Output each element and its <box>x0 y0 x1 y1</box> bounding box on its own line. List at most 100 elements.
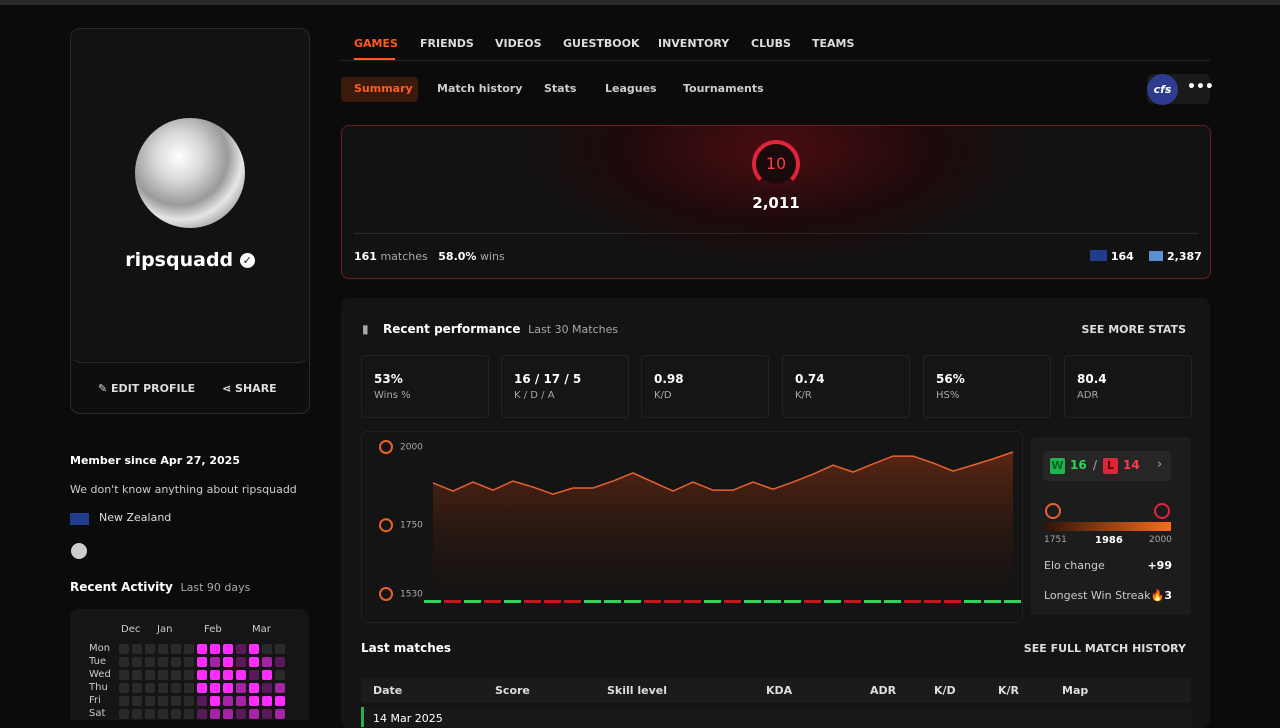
tab[interactable]: GAMES <box>354 37 398 50</box>
matches-label: matches <box>380 250 428 263</box>
activity-cell <box>275 670 285 680</box>
activity-cell <box>197 696 207 706</box>
activity-cell <box>262 683 272 693</box>
result-bar <box>664 600 681 603</box>
activity-cell <box>210 657 220 667</box>
activity-cell <box>171 657 181 667</box>
result-bar <box>884 600 901 603</box>
activity-cell <box>184 683 194 693</box>
month-label: Feb <box>204 624 222 635</box>
month-label: Mar <box>252 624 271 635</box>
range-min: 1751 <box>1044 535 1067 545</box>
share-label: SHARE <box>235 382 277 395</box>
tab[interactable]: GUESTBOOK <box>563 37 640 50</box>
activity-cell <box>236 709 246 719</box>
result-bar <box>964 600 981 603</box>
activity-cell <box>119 683 129 693</box>
avatar[interactable] <box>135 118 245 228</box>
result-stripe <box>361 707 364 727</box>
result-bar <box>764 600 781 603</box>
country: New Zealand <box>99 511 172 524</box>
full-history-link[interactable]: SEE FULL MATCH HISTORY <box>1023 642 1186 655</box>
tab[interactable]: TEAMS <box>812 37 855 50</box>
result-bar <box>684 600 701 603</box>
level-card: 10 2,011 161 matches 58.0% wins 164 2,38… <box>341 125 1211 279</box>
stat-value: 56% <box>936 372 965 386</box>
tab[interactable]: VIDEOS <box>495 37 542 50</box>
activity-cell <box>197 670 207 680</box>
column-header: K/D <box>934 684 956 697</box>
activity-title: Recent Activity <box>70 580 173 594</box>
ranks: 164 2,387 <box>1090 250 1202 263</box>
result-bar <box>944 600 961 603</box>
activity-cell <box>197 709 207 719</box>
result-bar <box>984 600 1001 603</box>
activity-cell <box>158 683 168 693</box>
win-rate: 58.0% <box>438 250 477 263</box>
steam-icon[interactable] <box>71 543 87 559</box>
activity-cell <box>223 670 233 680</box>
activity-cell <box>184 644 194 654</box>
match-date: 14 Mar 2025 <box>373 712 443 725</box>
activity-panel: Dec Jan Feb Mar Mon Tue Wed Thu Fri Sat <box>70 609 309 720</box>
activity-subtitle: Last 90 days <box>180 581 251 594</box>
activity-cell <box>171 696 181 706</box>
subtab[interactable]: Summary <box>354 82 413 95</box>
activity-cell <box>184 670 194 680</box>
column-header: K/R <box>998 684 1020 697</box>
share-button[interactable]: ⋖ SHARE <box>222 382 277 395</box>
stat-value: 53% <box>374 372 403 386</box>
activity-cell <box>249 696 259 706</box>
match-row[interactable]: 14 Mar 2025 <box>361 707 1191 727</box>
subtab[interactable]: Tournaments <box>683 82 764 95</box>
losses: 14 <box>1123 458 1140 472</box>
activity-cell <box>223 696 233 706</box>
activity-cell <box>223 657 233 667</box>
table-header <box>361 678 1191 703</box>
y-tick-label: 2000 <box>400 443 423 453</box>
username-row: ripsquadd ✓ <box>71 249 309 271</box>
range-bar <box>1044 522 1171 531</box>
subtab[interactable]: Leagues <box>605 82 657 95</box>
matches-title: Last matches <box>361 641 452 655</box>
month-label: Jan <box>157 624 173 635</box>
tab[interactable]: INVENTORY <box>658 37 730 50</box>
level-from-icon <box>1045 503 1061 519</box>
activity-cell <box>210 696 220 706</box>
activity-cell <box>223 644 233 654</box>
result-bar <box>644 600 661 603</box>
region-rank: 2,387 <box>1166 250 1202 263</box>
column-header: KDA <box>766 684 793 697</box>
stat-box: 56% HS% <box>923 355 1051 418</box>
result-bar <box>1004 600 1021 603</box>
tab[interactable]: CLUBS <box>751 37 791 50</box>
see-more-stats[interactable]: SEE MORE STATS <box>1081 323 1186 336</box>
activity-cell <box>171 644 181 654</box>
activity-cell <box>197 644 207 654</box>
activity-cell <box>145 644 155 654</box>
activity-cell <box>249 670 259 680</box>
loss-mark: L <box>1103 458 1118 474</box>
result-bar <box>904 600 921 603</box>
more-button[interactable]: ••• <box>1187 79 1214 95</box>
record-separator: / <box>1093 458 1098 472</box>
profile-card: ripsquadd ✓ ✎ EDIT PROFILE ⋖ SHARE <box>70 28 310 414</box>
activity-cell <box>275 683 285 693</box>
activity-cell <box>158 670 168 680</box>
activity-cell <box>132 670 142 680</box>
level-icon <box>379 587 393 601</box>
activity-cell <box>236 683 246 693</box>
country-flag <box>1090 250 1107 261</box>
result-bar <box>604 600 621 603</box>
performance-subtitle: Last 30 Matches <box>528 323 619 336</box>
tab[interactable]: FRIENDS <box>420 37 474 50</box>
stat-label: K/R <box>795 390 812 401</box>
win-label: wins <box>479 250 505 263</box>
subtab[interactable]: Stats <box>544 82 577 95</box>
activity-cell <box>210 670 220 680</box>
edit-profile-button[interactable]: ✎ EDIT PROFILE <box>98 382 196 395</box>
record-box[interactable]: W 16 / L 14 › <box>1043 451 1171 481</box>
activity-cell <box>184 696 194 706</box>
team-badge[interactable]: cfs <box>1147 74 1178 105</box>
subtab[interactable]: Match history <box>437 82 523 95</box>
